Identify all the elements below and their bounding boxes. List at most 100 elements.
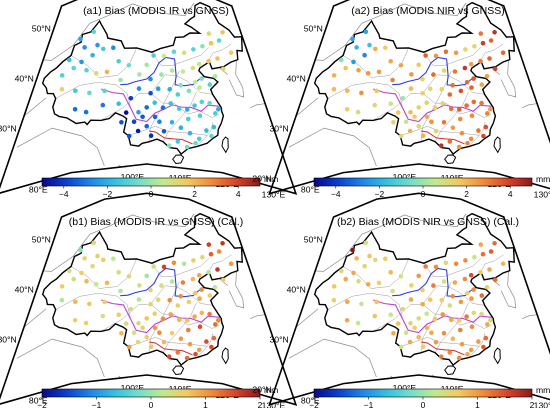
gnss-station — [416, 62, 422, 68]
gnss-station — [398, 133, 404, 139]
neighbour-border — [302, 213, 467, 272]
china-fill — [314, 213, 515, 365]
gnss-station — [220, 66, 226, 72]
gnss-station — [469, 113, 475, 118]
gnss-station — [416, 334, 422, 340]
gnss-station — [356, 67, 361, 73]
gnss-station — [480, 40, 486, 46]
gnss-station — [144, 316, 149, 321]
province-boundary — [342, 258, 409, 289]
gnss-station — [148, 133, 154, 138]
gnss-station — [116, 59, 121, 64]
gnss-station — [208, 40, 214, 46]
gnss-station — [398, 274, 404, 279]
gnss-station — [432, 105, 438, 110]
gnss-station — [171, 260, 177, 266]
gnss-station — [180, 280, 186, 285]
gnss-station — [331, 73, 337, 78]
province-boundary — [434, 302, 469, 353]
gnss-station — [344, 107, 350, 112]
gnss-station — [128, 306, 134, 312]
gnss-station — [159, 72, 164, 77]
gnss-station — [118, 77, 123, 83]
gnss-station — [78, 247, 83, 253]
province-boundary — [480, 254, 504, 273]
neighbour-border — [500, 60, 517, 98]
gnss-station — [151, 53, 156, 58]
gnss-station — [376, 280, 382, 286]
gnss-station — [412, 114, 417, 120]
gnss-station — [395, 321, 401, 326]
gnss-station — [388, 59, 394, 64]
lat-label: 50°N — [32, 235, 51, 245]
gnss-station — [484, 285, 490, 290]
gnss-station — [126, 344, 132, 350]
panel-title: (a1) Bias (MODIS IR vs GNSS) — [83, 5, 229, 17]
gnss-station — [71, 276, 76, 282]
gnss-station — [228, 50, 234, 55]
gnss-station — [73, 299, 78, 305]
gnss-station — [118, 288, 123, 294]
gnss-station — [176, 317, 182, 323]
gnss-station — [209, 133, 214, 139]
gnss-station — [439, 86, 445, 92]
lat-label: 40°N — [15, 74, 34, 84]
gnss-station — [391, 331, 396, 336]
panel-title: (b2) Bias (MODIS NIR vs GNSS) (Cal.) — [337, 216, 519, 228]
gnss-station — [207, 82, 213, 87]
gnss-station — [476, 339, 481, 344]
gnss-station — [472, 43, 477, 49]
province-boundary — [425, 258, 481, 278]
province-boundary — [153, 258, 209, 278]
gnss-station — [181, 50, 187, 56]
gnss-station — [186, 299, 192, 305]
gnss-station — [500, 261, 506, 267]
gnss-station — [407, 128, 413, 134]
gnss-station — [403, 119, 409, 124]
gnss-station — [160, 316, 166, 322]
province-boundary — [148, 281, 180, 353]
gnss-station — [212, 285, 218, 290]
gnss-station — [459, 130, 465, 136]
gnss-station — [403, 330, 409, 336]
gnss-station — [159, 283, 164, 288]
gnss-station — [459, 341, 465, 347]
colorbar — [41, 388, 261, 398]
lon-label: 130°E — [534, 401, 550, 408]
map-content — [0, 212, 278, 395]
gnss-station — [101, 46, 106, 52]
yangtze-river — [372, 299, 492, 334]
gnss-station — [166, 143, 172, 148]
gnss-station — [374, 88, 379, 94]
lon-label: 80°E — [301, 185, 320, 195]
lat-label: 50°N — [304, 24, 323, 34]
gnss-station — [197, 113, 203, 118]
gnss-station — [207, 293, 213, 298]
gnss-station — [161, 129, 167, 134]
gnss-station — [178, 125, 184, 130]
gnss-station — [144, 123, 149, 129]
gnss-station — [200, 43, 205, 49]
gnss-station — [450, 294, 456, 299]
gnss-station — [144, 62, 149, 68]
province-boundary — [425, 47, 481, 67]
colorbar-tick-label: −1 — [364, 400, 374, 408]
gnss-station — [187, 130, 193, 136]
gnss-station — [447, 350, 453, 355]
gnss-station — [199, 287, 204, 292]
gnss-station — [161, 53, 167, 59]
gnss-station — [184, 144, 190, 150]
map-content — [269, 212, 550, 395]
neighbour-border — [16, 127, 105, 167]
gnss-station — [479, 100, 484, 106]
gnss-station — [167, 86, 172, 92]
panel-title: (a2) Bias (MODIS NIR vs GNSS) — [351, 5, 504, 17]
gnss-station — [215, 56, 220, 61]
gnss-station — [469, 296, 474, 301]
gnss-station — [452, 280, 458, 285]
gnss-station — [354, 45, 359, 50]
gnss-station — [73, 88, 78, 94]
gnss-station — [123, 110, 129, 115]
gnss-station — [161, 264, 167, 270]
gnss-station — [206, 31, 212, 36]
